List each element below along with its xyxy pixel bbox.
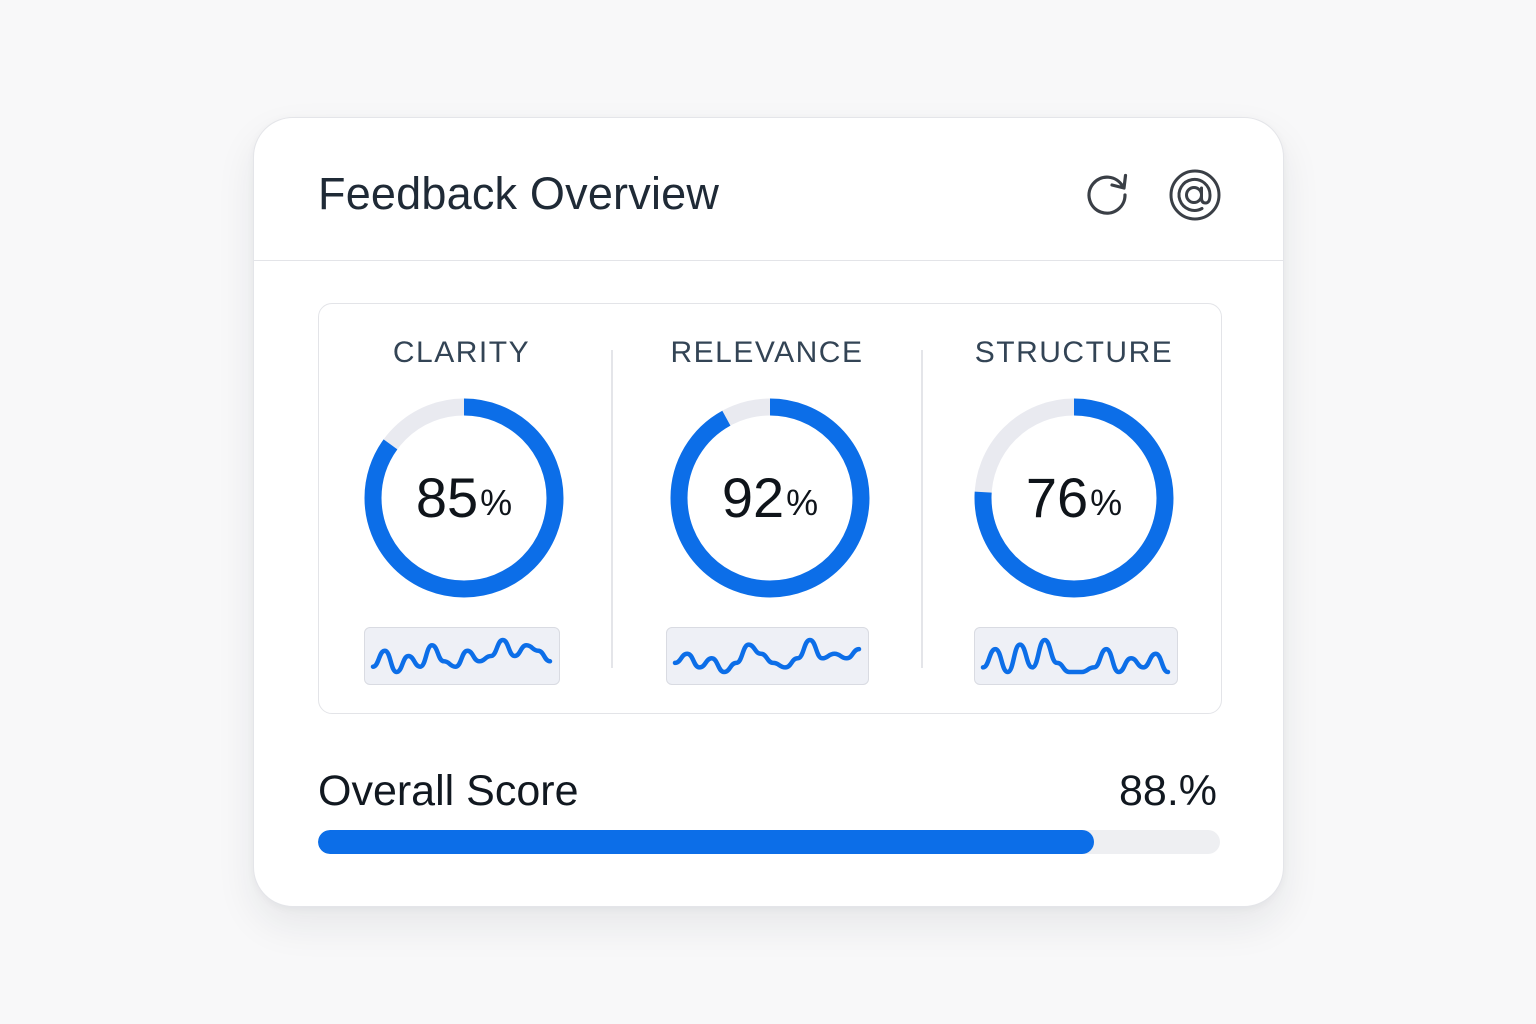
metrics-panel: CLARITY 85% RELEVANCE [318,303,1222,714]
overall-score-label: Overall Score [318,767,579,815]
donut-progress-arc [364,398,564,598]
donut-progress-arc [670,398,870,598]
refresh-icon [1081,169,1133,221]
sparkline-line [980,637,1171,675]
metric-label: CLARITY [392,336,531,369]
donut-chart: 76% [973,397,1175,599]
mention-button[interactable] [1168,168,1222,222]
donut-progress-arc [974,398,1174,598]
overall-progress-bar [318,830,1220,854]
metric-unit: % [480,482,513,523]
page-title: Feedback Overview [318,168,720,219]
donut-value: 92% [669,397,871,599]
donut-value: 85% [363,397,565,599]
donut-value: 76% [973,397,1175,599]
donut-chart: 85% [363,397,565,599]
refresh-button[interactable] [1080,168,1134,222]
card-header: Feedback Overview [254,118,1283,261]
sparkline [974,627,1178,685]
overall-score-value: 88.% [1118,767,1217,815]
sparkline-line [672,637,862,675]
metric-divider [611,350,613,668]
donut-chart: 92% [669,397,871,599]
sparkline [666,627,869,685]
metric-value: 76 [1025,466,1089,529]
feedback-overview-card: Feedback Overview CLARITY [253,117,1284,907]
metric-unit: % [1090,482,1123,523]
sparkline-line [370,637,553,675]
metric-clarity: CLARITY 85% [319,304,609,713]
metric-structure: STRUCTURE 76% [929,304,1219,713]
metric-relevance: RELEVANCE 92% [621,304,911,713]
overall-progress-fill [318,830,1094,854]
metric-label: RELEVANCE [670,336,864,369]
metric-divider [921,350,923,668]
sparkline [364,627,560,685]
metric-value: 92 [721,466,785,529]
at-sign-icon [1168,168,1222,222]
metric-label: STRUCTURE [974,336,1174,369]
metric-value: 85 [415,466,479,529]
metric-unit: % [786,482,819,523]
